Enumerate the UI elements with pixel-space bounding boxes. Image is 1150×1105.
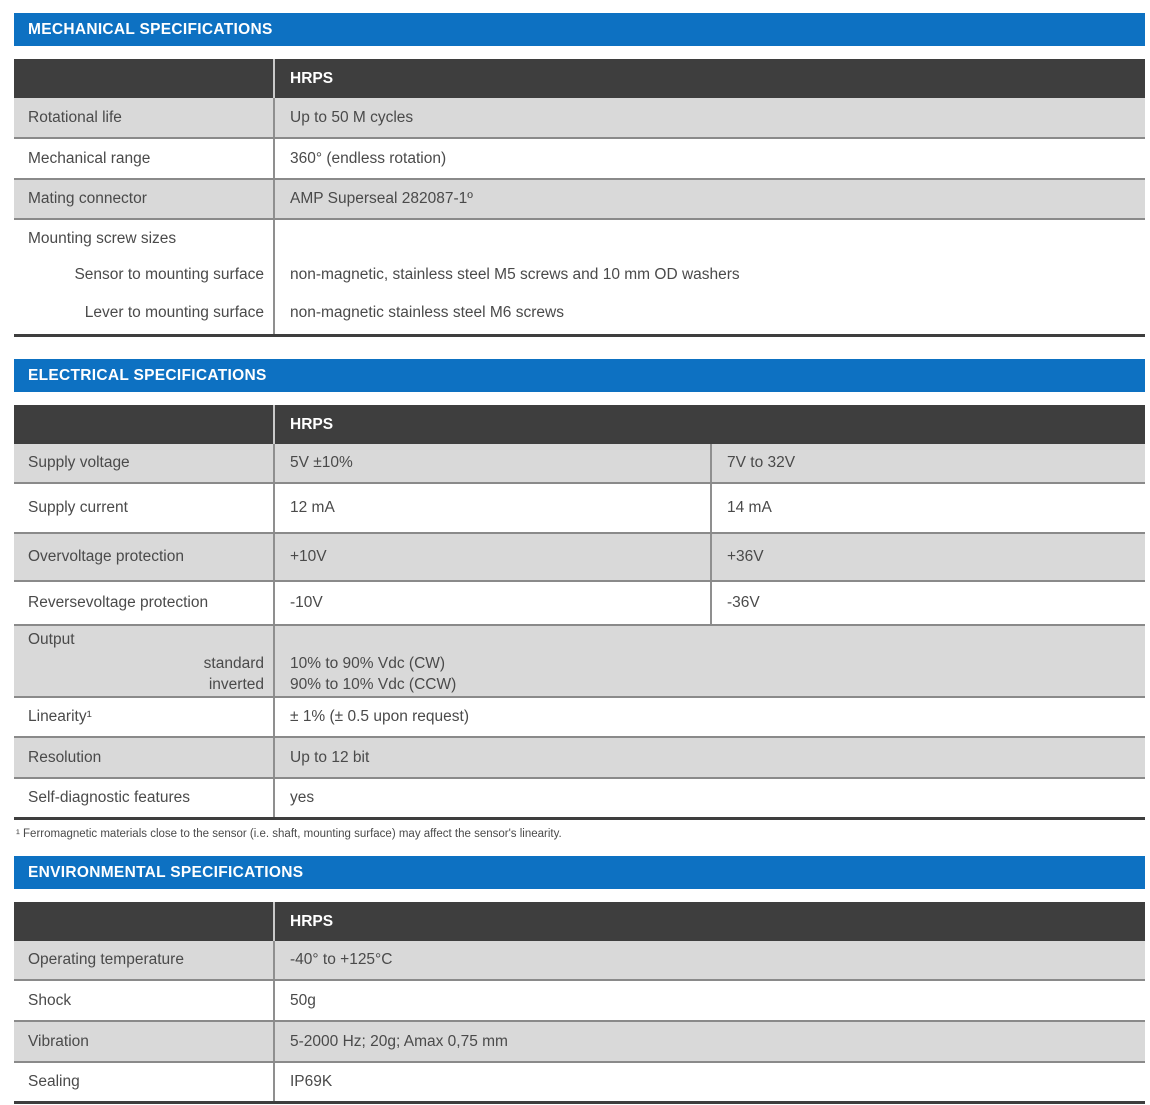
column-header-hrps: HRPS	[273, 902, 1145, 941]
row-label: Resolution	[28, 748, 102, 766]
section-title: ELECTRICAL SPECIFICATIONS	[28, 366, 267, 384]
row-label: Mating connector	[28, 190, 147, 207]
footnote-linearity: ¹ Ferromagnetic materials close to the s…	[16, 828, 562, 840]
row-value: Up to 12 bit	[273, 738, 1145, 777]
row-label-group: Output standard inverted	[14, 626, 273, 696]
row-label: Linearity¹	[28, 708, 92, 725]
row-value-group: 10% to 90% Vdc (CW) 90% to 10% Vdc (CCW)	[273, 626, 1145, 696]
table-row: Mating connector AMP Superseal 282087-1º	[14, 178, 1145, 218]
row-value: -10V	[273, 582, 710, 624]
group-sublabel: inverted	[208, 675, 264, 693]
row-value: +10V	[273, 534, 710, 580]
row-value: 12 mA	[273, 484, 710, 532]
table-header-empty-cell	[14, 405, 273, 444]
table-row-group-output: Output standard inverted 10% to 90% Vdc …	[14, 624, 1145, 696]
row-value: Up to 50 M cycles	[273, 98, 1145, 137]
row-label-group: Mounting screw sizes Sensor to mounting …	[14, 220, 273, 334]
column-header-hrps: HRPS	[273, 405, 1145, 444]
table-row: Self-diagnostic features yes	[14, 777, 1145, 817]
column-header-hrps: HRPS	[273, 59, 1145, 98]
group-value: 90% to 10% Vdc (CCW)	[290, 675, 457, 693]
row-value: 5-2000 Hz; 20g; Amax 0,75 mm	[273, 1022, 1145, 1061]
group-label: Mounting screw sizes	[28, 229, 177, 247]
table-header-empty-cell	[14, 902, 273, 941]
row-value: -40° to +125°C	[273, 941, 1145, 979]
row-value-alt: 7V to 32V	[710, 444, 1145, 482]
row-value-alt: -36V	[710, 582, 1145, 624]
section-header-mechanical: MECHANICAL SPECIFICATIONS	[14, 13, 1145, 46]
group-value: 10% to 90% Vdc (CW)	[290, 654, 446, 672]
table-row: Mechanical range 360° (endless rotation)	[14, 137, 1145, 178]
table-row-group-mounting: Mounting screw sizes Sensor to mounting …	[14, 218, 1145, 334]
datasheet-page: MECHANICAL SPECIFICATIONS HRPS Rotationa…	[14, 13, 1145, 1104]
table-row: Rotational life Up to 50 M cycles	[14, 98, 1145, 137]
table-row: Shock 50g	[14, 979, 1145, 1020]
group-value-spacer	[275, 220, 1145, 257]
group-sublabel: Sensor to mounting surface	[74, 265, 264, 283]
row-value-alt: 14 mA	[710, 484, 1145, 532]
row-label: Rotational life	[28, 108, 122, 126]
row-value-group: non-magnetic, stainless steel M5 screws …	[273, 220, 1145, 334]
section-title: ENVIRONMENTAL SPECIFICATIONS	[28, 863, 304, 881]
table-row: Resolution Up to 12 bit	[14, 736, 1145, 777]
row-label: Reversevoltage protection	[28, 594, 209, 611]
electrical-specs-table: HRPS Supply voltage 5V ±10% 7V to 32V Su…	[14, 405, 1145, 820]
table-row: Sealing IP69K	[14, 1061, 1145, 1101]
table-header-row: HRPS	[14, 59, 1145, 98]
row-value: yes	[273, 779, 1145, 817]
section-title: MECHANICAL SPECIFICATIONS	[28, 20, 273, 38]
row-value: ± 1% (± 0.5 upon request)	[273, 698, 1145, 736]
row-label: Sealing	[28, 1073, 80, 1090]
row-label: Supply voltage	[28, 454, 130, 471]
table-row: Vibration 5-2000 Hz; 20g; Amax 0,75 mm	[14, 1020, 1145, 1061]
row-value-alt: +36V	[710, 534, 1145, 580]
row-label: Mechanical range	[28, 149, 151, 167]
row-label: Supply current	[28, 499, 128, 516]
row-label: Overvoltage protection	[28, 548, 184, 565]
row-value: 5V ±10%	[273, 444, 710, 482]
table-row: Supply voltage 5V ±10% 7V to 32V	[14, 444, 1145, 482]
group-label: Output	[28, 630, 75, 648]
table-header-row: HRPS	[14, 902, 1145, 941]
group-value-spacer	[275, 626, 1145, 653]
table-header-empty-cell	[14, 59, 273, 98]
row-value: 360° (endless rotation)	[273, 139, 1145, 178]
table-header-row: HRPS	[14, 405, 1145, 444]
table-row: Operating temperature -40° to +125°C	[14, 941, 1145, 979]
row-label: Operating temperature	[28, 951, 184, 968]
table-row: Reversevoltage protection -10V -36V	[14, 580, 1145, 624]
section-header-environmental: ENVIRONMENTAL SPECIFICATIONS	[14, 856, 1145, 889]
table-row: Linearity¹ ± 1% (± 0.5 upon request)	[14, 696, 1145, 736]
group-value: non-magnetic, stainless steel M5 screws …	[290, 265, 740, 283]
mechanical-specs-table: HRPS Rotational life Up to 50 M cycles M…	[14, 59, 1145, 337]
group-value: non-magnetic stainless steel M6 screws	[290, 304, 564, 321]
row-label: Shock	[28, 991, 72, 1009]
row-value: 50g	[273, 981, 1145, 1020]
row-value: AMP Superseal 282087-1º	[273, 180, 1145, 218]
table-row: Supply current 12 mA 14 mA	[14, 482, 1145, 532]
group-sublabel: Lever to mounting surface	[84, 304, 264, 321]
table-row: Overvoltage protection +10V +36V	[14, 532, 1145, 580]
section-header-electrical: ELECTRICAL SPECIFICATIONS	[14, 359, 1145, 392]
row-label: Self-diagnostic features	[28, 789, 190, 806]
row-label: Vibration	[28, 1032, 89, 1050]
group-sublabel: standard	[203, 654, 264, 672]
row-value: IP69K	[273, 1063, 1145, 1101]
environmental-specs-table: HRPS Operating temperature -40° to +125°…	[14, 902, 1145, 1104]
